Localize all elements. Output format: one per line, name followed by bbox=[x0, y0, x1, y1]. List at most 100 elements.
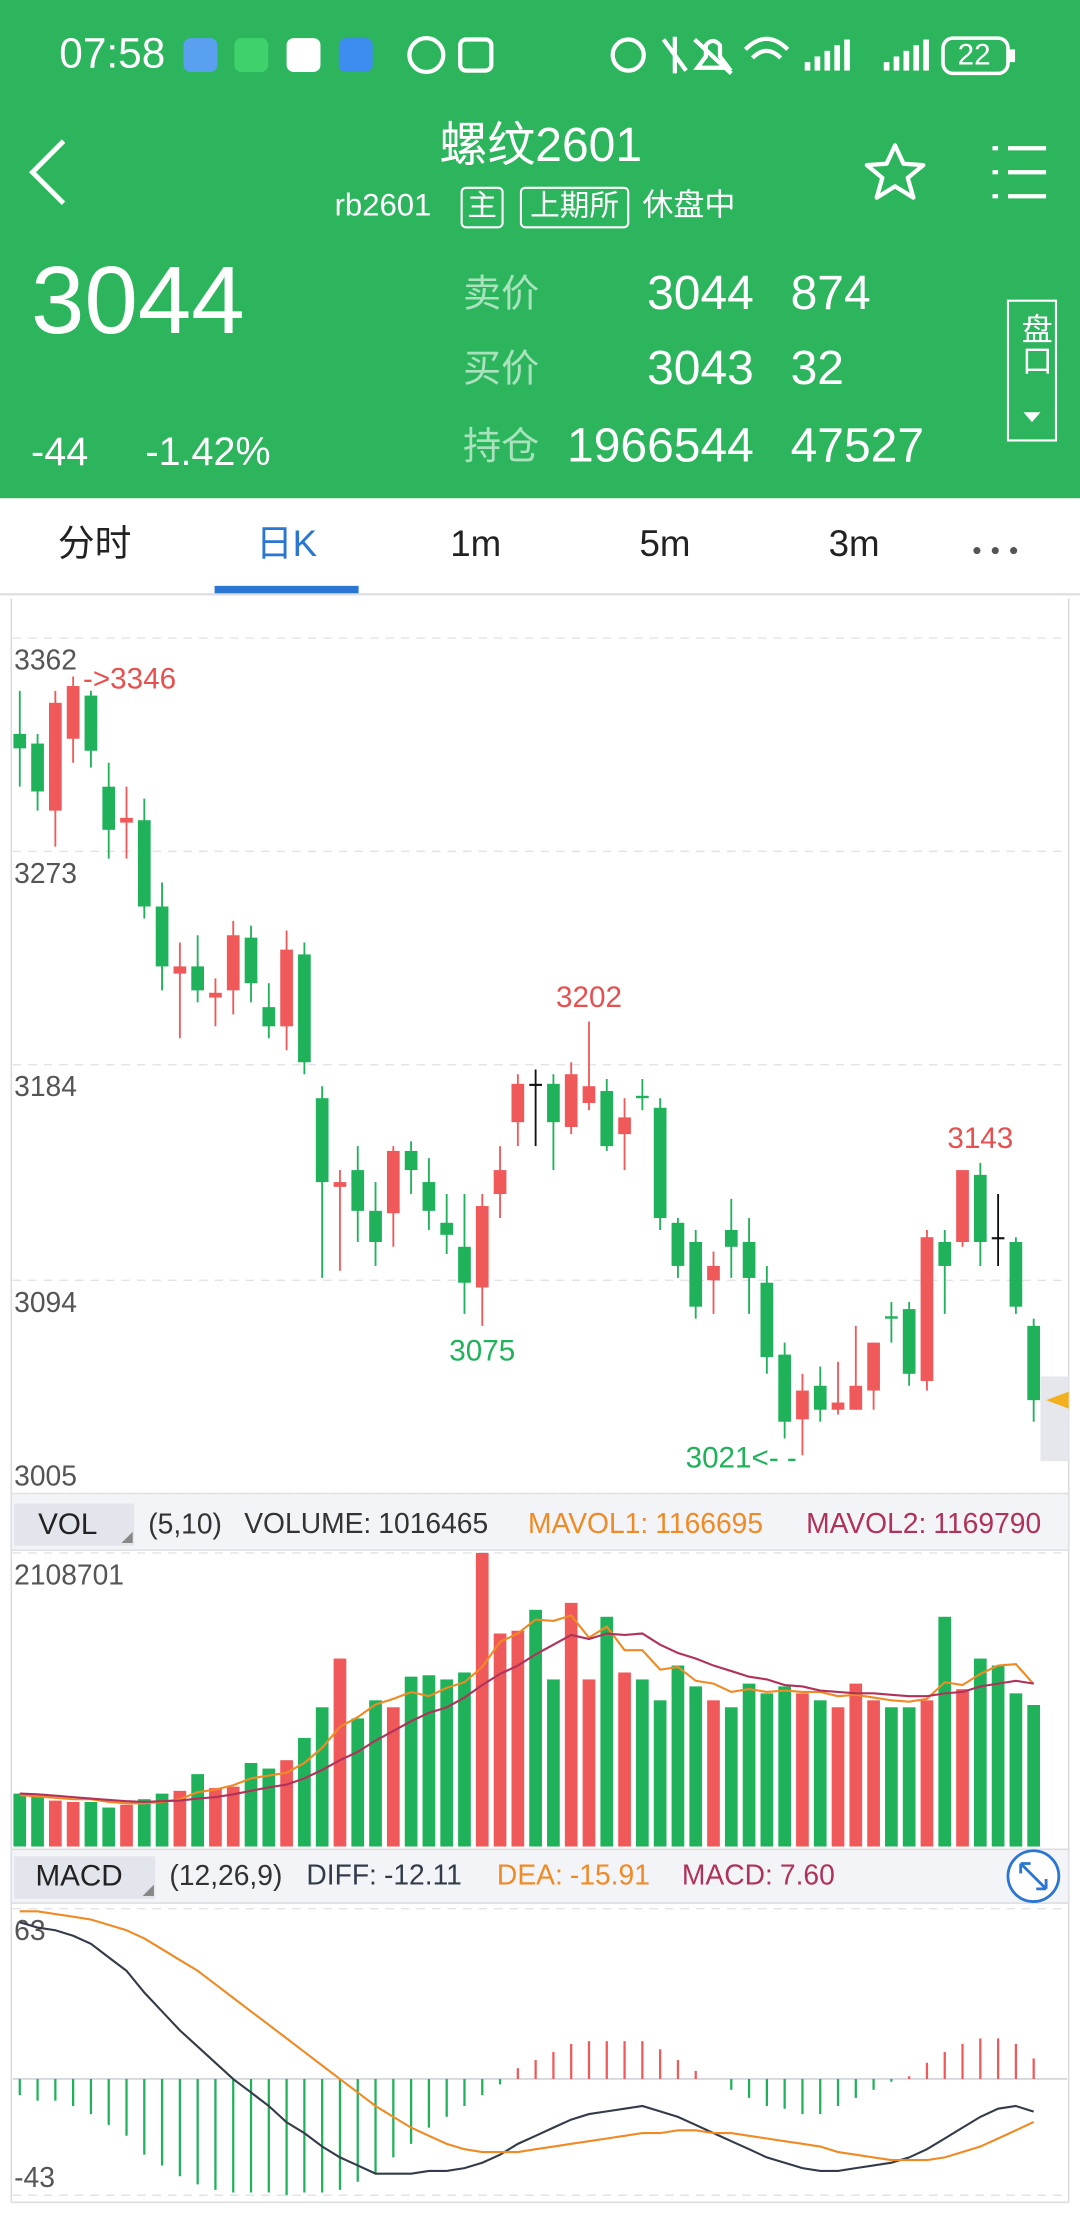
volume-bar bbox=[422, 1675, 436, 1847]
expand-icon bbox=[1019, 1862, 1048, 1891]
legend-value: -15.91 bbox=[570, 1859, 650, 1891]
side-handle[interactable] bbox=[1040, 1376, 1069, 1462]
volume-bar bbox=[742, 1683, 756, 1847]
volume-bar bbox=[724, 1707, 738, 1847]
tags: 主上期所 bbox=[460, 186, 630, 229]
indicator-bar bbox=[12, 1850, 1069, 1903]
indicator-name[interactable]: VOL bbox=[38, 1508, 97, 1541]
status-icon bbox=[286, 38, 321, 72]
status-icon bbox=[338, 38, 373, 72]
indicator-selector[interactable] bbox=[14, 1503, 135, 1546]
volume-bar bbox=[707, 1700, 720, 1847]
favorite-button[interactable] bbox=[864, 143, 926, 200]
candle-body bbox=[404, 1150, 418, 1171]
y-tick-label: 3094 bbox=[14, 1286, 77, 1318]
candle-body bbox=[920, 1237, 934, 1381]
tab-indicator bbox=[214, 585, 359, 595]
volume-bar bbox=[778, 1686, 792, 1847]
volume-bar bbox=[689, 1686, 703, 1847]
last-price: 3044 bbox=[31, 247, 245, 354]
indicator-line bbox=[19, 1910, 1035, 2162]
status-icon bbox=[407, 35, 446, 75]
volume-bar bbox=[333, 1658, 347, 1847]
charts: 3362 3273 3184 3094 3005 ->3346 3202 3075 3021<-… bbox=[12, 637, 1069, 2196]
volume-bar bbox=[120, 1804, 133, 1847]
volume-bar bbox=[529, 1609, 542, 1847]
volume-bar bbox=[440, 1679, 454, 1847]
last-price-marker bbox=[1046, 1391, 1069, 1409]
order-book: 卖价 3044 874 买价 3043 32 持仓 1966544 47527 bbox=[463, 267, 924, 472]
volume-bar bbox=[600, 1616, 614, 1847]
indicator-name[interactable]: MACD bbox=[35, 1859, 122, 1892]
status-time: 07:58 bbox=[59, 30, 165, 77]
candle-body bbox=[49, 702, 62, 811]
tab[interactable]: 分时 bbox=[58, 523, 131, 564]
tab[interactable]: 日K bbox=[256, 523, 318, 564]
candle-body bbox=[369, 1210, 382, 1242]
price-annotation: 3202 bbox=[556, 981, 622, 1014]
indicator-params: (12,26,9) bbox=[169, 1859, 282, 1891]
candle-body bbox=[280, 949, 293, 1027]
tag: 主 bbox=[467, 189, 497, 222]
price-change: -44 bbox=[31, 430, 88, 474]
y-tick-label: -43 bbox=[14, 2161, 55, 2193]
candle-body bbox=[867, 1342, 880, 1391]
candle-body bbox=[529, 1083, 542, 1086]
tab[interactable]: 5m bbox=[639, 523, 690, 564]
volume-bar bbox=[760, 1693, 774, 1847]
market-status: 休盘中 bbox=[642, 188, 735, 223]
candle-body bbox=[778, 1354, 792, 1422]
volume-bar bbox=[458, 1672, 471, 1847]
volume-bar bbox=[280, 1760, 293, 1847]
volume-bar bbox=[831, 1707, 845, 1847]
volume-bar bbox=[191, 1774, 205, 1847]
tag-box bbox=[519, 186, 630, 229]
book-label: 持仓 bbox=[463, 426, 539, 468]
legend-value: 1166695 bbox=[655, 1508, 763, 1540]
price-annotation: ->3346 bbox=[83, 663, 176, 696]
legend-entry: MACD: 7.60 bbox=[682, 1859, 835, 1891]
price-annotation: 3075 bbox=[449, 1335, 515, 1368]
candle-body bbox=[724, 1230, 738, 1247]
candle-body bbox=[547, 1083, 560, 1123]
volume-bar bbox=[475, 1552, 489, 1847]
volume-bar bbox=[155, 1793, 169, 1847]
volume-bar bbox=[369, 1700, 382, 1847]
candle-body bbox=[618, 1117, 631, 1135]
book-value: 874 bbox=[791, 267, 871, 320]
candle-body bbox=[885, 1316, 898, 1319]
tab-bar bbox=[0, 498, 1080, 595]
candle-body bbox=[298, 954, 311, 1063]
candle-body bbox=[226, 935, 240, 991]
panel-button[interactable] bbox=[1006, 299, 1058, 442]
legend-name: MACD: bbox=[682, 1859, 773, 1891]
candle-body bbox=[351, 1170, 365, 1211]
panel-button-label[interactable]: 盘口 bbox=[1017, 313, 1052, 375]
candle-body bbox=[973, 1174, 987, 1242]
legend-entry: MAVOL2: 1169790 bbox=[806, 1508, 1041, 1540]
volume-bar bbox=[209, 1788, 222, 1847]
volume-bar bbox=[226, 1786, 240, 1847]
volume-bar bbox=[173, 1790, 187, 1847]
candle-body bbox=[849, 1385, 863, 1410]
back-button[interactable] bbox=[28, 139, 66, 206]
volume-bar bbox=[849, 1683, 863, 1847]
legend-name: DEA: bbox=[497, 1859, 563, 1891]
candle-body bbox=[831, 1402, 845, 1410]
candle-body bbox=[493, 1170, 507, 1195]
book-label: 买价 bbox=[463, 348, 539, 390]
volume-bar bbox=[404, 1676, 418, 1847]
volume-bar bbox=[582, 1679, 596, 1847]
y-tick-label: 3005 bbox=[14, 1460, 77, 1492]
candle-body bbox=[796, 1390, 809, 1420]
price-annotation: 3021<- - bbox=[686, 1441, 797, 1474]
status-icon bbox=[458, 37, 494, 73]
candle-body bbox=[689, 1241, 703, 1307]
candle-body bbox=[315, 1098, 329, 1183]
tab[interactable]: 1m bbox=[450, 523, 501, 564]
tab[interactable]: 3m bbox=[829, 523, 880, 564]
menu-button[interactable] bbox=[992, 146, 1047, 199]
indicator-selector[interactable] bbox=[14, 1856, 156, 1899]
more-tabs[interactable] bbox=[973, 547, 1018, 555]
